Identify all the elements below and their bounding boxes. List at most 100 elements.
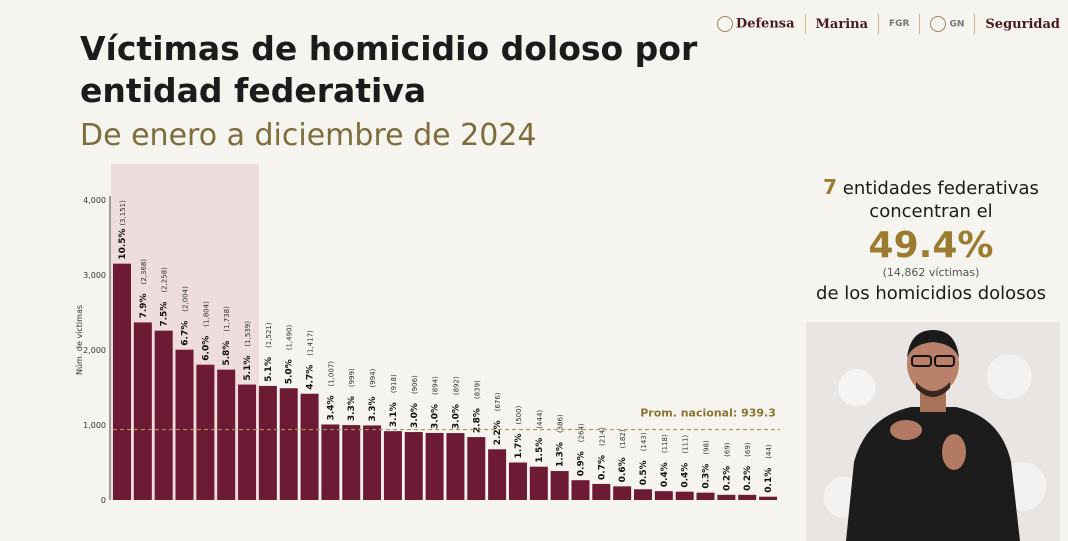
- percent-label: 6.7%: [181, 321, 191, 346]
- value-label: (264): [577, 423, 585, 442]
- value-label: (1,490): [286, 324, 294, 350]
- y-tick-label: 0: [101, 496, 106, 505]
- bar: [696, 492, 715, 500]
- percent-label: 3.4%: [326, 396, 336, 421]
- percent-label: 5.8%: [222, 341, 232, 366]
- y-tick-label: 2,000: [83, 346, 106, 355]
- seal-icon: [716, 16, 733, 32]
- y-tick-label: 3,000: [83, 271, 106, 280]
- percent-label: 0.7%: [597, 455, 607, 480]
- percent-label: 0.2%: [722, 466, 732, 491]
- bar: [446, 433, 465, 500]
- bar: [550, 471, 569, 500]
- value-label: (2,258): [161, 267, 169, 293]
- bar: [154, 330, 173, 500]
- bar: [342, 425, 361, 500]
- summary-panel: 7 entidades federativas concentran el 49…: [800, 176, 1062, 306]
- value-label: (214): [598, 427, 606, 446]
- bar: [467, 437, 486, 500]
- bar: [425, 432, 444, 500]
- value-label: (994): [369, 368, 377, 387]
- header-logos: Defensa Marina FGR GN Seguridad: [716, 10, 1060, 38]
- bar-chart: 0 1,000 2,000 3,000 4,000 Núm. de víctimas 10.…: [75, 164, 780, 505]
- average-label: Prom. nacional: 939.3: [640, 407, 776, 420]
- summary-victims: (14,862 víctimas): [882, 266, 980, 279]
- bar: [404, 432, 423, 500]
- summary-count-text: entidades federativas: [842, 178, 1039, 199]
- percent-label: 3.1%: [389, 402, 399, 427]
- y-tick-label: 4,000: [83, 196, 106, 205]
- percent-label: 0.4%: [681, 463, 691, 488]
- percent-label: 7.5%: [160, 302, 170, 327]
- summary-percent: 49.4%: [868, 225, 994, 266]
- value-label: (444): [536, 410, 544, 429]
- value-label: (1,417): [307, 330, 315, 356]
- value-label: (69): [744, 442, 752, 457]
- value-label: (918): [390, 374, 398, 393]
- percent-label: 0.3%: [702, 464, 712, 489]
- percent-label: 0.1%: [764, 468, 774, 493]
- summary-line-2: concentran el: [869, 201, 993, 222]
- divider: [878, 14, 880, 34]
- percent-label: 5.1%: [264, 357, 274, 382]
- bar: [300, 393, 319, 500]
- percent-label: 1.3%: [556, 442, 566, 467]
- value-label: (2,004): [182, 286, 190, 312]
- interpreter-figure: [846, 330, 1020, 541]
- bar: [196, 364, 215, 500]
- value-label: (894): [432, 376, 440, 395]
- value-label: (69): [723, 442, 731, 457]
- value-label: (111): [682, 435, 690, 454]
- value-label: (44): [765, 444, 773, 459]
- percent-label: 5.0%: [285, 359, 295, 384]
- divider: [804, 14, 806, 34]
- bar: [133, 322, 152, 500]
- bar: [175, 349, 194, 500]
- bar: [613, 486, 632, 500]
- bar: [279, 388, 298, 500]
- value-label: (98): [703, 440, 711, 455]
- value-label: (118): [661, 434, 669, 453]
- percent-label: 2.2%: [493, 420, 503, 445]
- seal-icon: [930, 16, 947, 32]
- percent-label: 2.8%: [472, 408, 482, 433]
- bar: [571, 480, 590, 500]
- y-tick-label: 1,000: [83, 421, 106, 430]
- logo-gn: GN: [930, 16, 964, 32]
- logo-defensa: Defensa: [716, 16, 795, 32]
- bar: [258, 385, 277, 500]
- bar: [238, 384, 257, 500]
- percent-label: 7.9%: [139, 293, 149, 318]
- percent-label: 0.4%: [660, 462, 670, 487]
- value-label: (1,804): [202, 301, 210, 327]
- logo-seguridad: Seguridad: [985, 16, 1060, 32]
- bar: [759, 496, 778, 500]
- percent-label: 5.1%: [243, 356, 253, 381]
- value-label: (1,521): [265, 322, 273, 348]
- value-label: (1,738): [223, 306, 231, 332]
- bar: [675, 491, 694, 500]
- bar: [488, 449, 507, 500]
- bar: [363, 425, 382, 500]
- percent-label: 1.5%: [535, 438, 545, 463]
- bar: [321, 424, 340, 500]
- percent-label: 3.0%: [410, 403, 420, 428]
- value-label: (1,007): [327, 361, 335, 387]
- value-label: (3,151): [119, 200, 127, 226]
- value-label: (999): [348, 368, 356, 387]
- bar: [717, 494, 736, 500]
- summary-count: 7: [823, 175, 838, 199]
- value-label: (143): [640, 432, 648, 451]
- percent-label: 6.0%: [201, 336, 211, 361]
- bar: [508, 462, 527, 500]
- percent-label: 0.6%: [618, 457, 628, 482]
- value-label: (182): [619, 429, 627, 448]
- bar: [217, 369, 236, 500]
- value-label: (500): [515, 405, 523, 424]
- percent-label: 3.3%: [347, 396, 357, 421]
- sign-language-interpreter-video: [806, 322, 1060, 541]
- summary-line-3: de los homicidios dolosos: [816, 283, 1046, 304]
- logo-fgr: FGR: [889, 19, 910, 29]
- percent-label: 4.7%: [306, 365, 316, 390]
- bar: [738, 494, 757, 500]
